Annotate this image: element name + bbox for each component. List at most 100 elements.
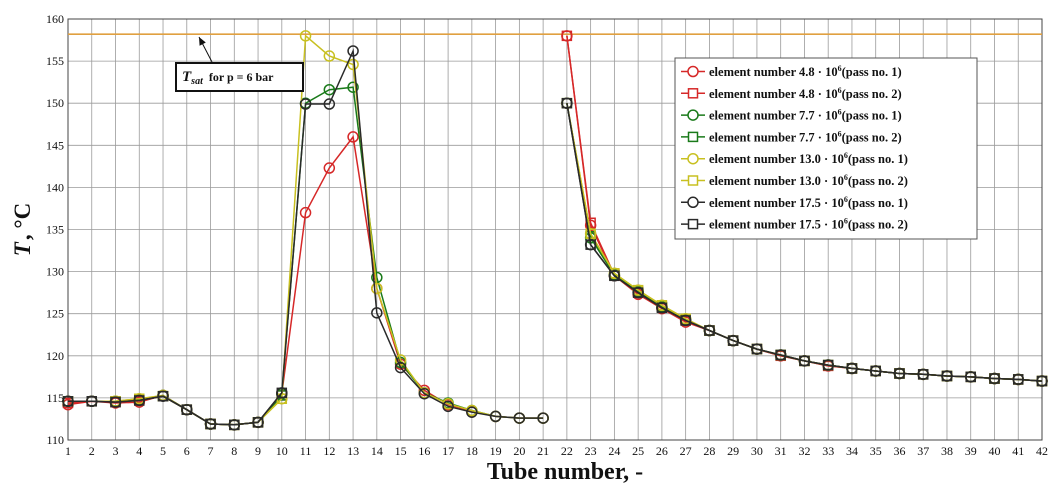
data-point [513, 412, 526, 424]
legend-marker [687, 88, 699, 99]
legend-label-suffix: (pass no. 1) [842, 65, 902, 79]
x-tick-label: 12 [323, 444, 335, 458]
x-tick-labels: 1 2 3 4 5 6 7 8 9 10 11 12 13 14 15 16 17 18 19 20 21 22 23 24 2… [65, 444, 1048, 458]
legend-label-suffix: (pass no. 1) [848, 152, 908, 166]
data-point [799, 355, 810, 367]
legend-label: element number 7.7 · 106(pass no. 2) [709, 129, 902, 144]
x-tick-label: 17 [442, 444, 454, 458]
y-tick-label: 120 [46, 349, 64, 363]
x-tick-label: 36 [893, 444, 905, 458]
legend-label-suffix: (pass no. 2) [842, 87, 902, 101]
y-tick-label: 125 [46, 307, 64, 321]
series-line [67, 135, 544, 426]
data-point [704, 325, 715, 336]
series-group [62, 30, 1048, 431]
data-point [323, 98, 336, 110]
data-point [157, 390, 169, 402]
data-point [299, 30, 312, 42]
data-point [846, 363, 858, 374]
legend-label-prefix: element number 7.7 · 10 [709, 109, 838, 123]
data-point [561, 30, 573, 42]
plot-frame [67, 18, 1043, 441]
y-axis-title-unit: °C [10, 203, 35, 229]
data-point [299, 98, 312, 110]
data-point [442, 400, 454, 413]
data-point [989, 373, 1000, 384]
x-tick-label: 11 [300, 444, 312, 458]
x-tick-label: 20 [513, 444, 525, 458]
legend-label: element number 17.5 · 106(pass no. 2) [709, 217, 908, 232]
legend-item-4: element number 7.7 · 106(pass no. 2) [681, 129, 902, 144]
tsat-arrowhead [199, 37, 206, 46]
legend-marker [687, 131, 699, 143]
data-point [822, 359, 834, 371]
data-point [394, 361, 407, 374]
legend-marker [687, 218, 699, 230]
data-point [965, 371, 976, 383]
data-point [751, 343, 763, 355]
x-tick-label: 22 [561, 444, 573, 458]
legend-label-prefix: element number 13.0 · 10 [709, 174, 844, 188]
data-point [323, 83, 336, 96]
data-point [632, 287, 644, 298]
x-tick-label: 19 [490, 444, 502, 458]
x-tick-label: 25 [632, 444, 644, 458]
x-tick-label: 32 [798, 444, 810, 458]
tsat-annotation: Tsat for p = 6 bar [175, 36, 304, 92]
x-tick-label: 7 [208, 444, 214, 458]
legend-label-exponent: 6 [838, 64, 842, 73]
legend-item-8: element number 17.5 · 106(pass no. 2) [681, 217, 908, 232]
x-tick-label: 24 [608, 444, 620, 458]
tsat-label: for p = 6 bar [209, 70, 274, 84]
legend-label-prefix: element number 17.5 · 10 [709, 218, 844, 232]
x-tick-label: 18 [466, 444, 478, 458]
data-point [371, 282, 383, 295]
legend-label-exponent: 6 [844, 151, 848, 160]
x-tick-label: 23 [585, 444, 597, 458]
data-point [418, 387, 431, 400]
y-axis-title-symbol: T [10, 241, 35, 256]
y-tick-label: 135 [46, 223, 64, 237]
x-tick-label: 42 [1036, 444, 1048, 458]
x-tick-label: 40 [988, 444, 1000, 458]
data-point [561, 97, 573, 109]
data-point [86, 396, 98, 407]
data-point [941, 370, 953, 382]
tsat-symbol: T [182, 69, 192, 85]
legend-label-exponent: 6 [844, 217, 848, 226]
data-point [917, 369, 929, 380]
legend-label-exponent: 6 [844, 195, 848, 204]
series-line [566, 103, 1043, 382]
y-tick-label: 110 [46, 433, 64, 447]
x-tick-label: 3 [113, 444, 119, 458]
data-point [323, 50, 336, 62]
legend-label: element number 7.7 · 106(pass no. 1) [709, 108, 902, 123]
x-tick-label: 5 [160, 444, 166, 458]
data-point [181, 404, 193, 415]
data-point [727, 335, 739, 346]
x-tick-label: 1 [65, 444, 71, 458]
data-point [585, 228, 596, 239]
y-axis-title: T, °C [10, 203, 35, 256]
data-point [347, 45, 359, 57]
x-tick-label: 16 [418, 444, 430, 458]
data-point [371, 307, 383, 319]
legend: element number 4.8 · 106(pass no. 1) elem… [674, 57, 978, 240]
x-tick-label: 21 [537, 444, 549, 458]
legend-label-suffix: (pass no. 1) [848, 196, 908, 210]
legend-item-2: element number 4.8 · 106(pass no. 2) [681, 86, 902, 101]
x-tick-label: 28 [703, 444, 715, 458]
x-tick-label: 41 [1012, 444, 1024, 458]
tsat-annotation-box [175, 62, 304, 92]
legend-label-prefix: element number 17.5 · 10 [709, 196, 844, 210]
y-tick-label: 130 [46, 265, 64, 279]
legend-item-6: element number 13.0 · 106(pass no. 2) [681, 173, 908, 188]
x-tick-label: 10 [276, 444, 288, 458]
x-tick-label: 9 [255, 444, 261, 458]
legend-item-1: element number 4.8 · 106(pass no. 1) [681, 64, 902, 79]
data-point [394, 354, 407, 366]
data-point [656, 302, 668, 314]
legend-label: element number 17.5 · 106(pass no. 1) [709, 195, 908, 210]
x-tick-label: 33 [822, 444, 834, 458]
